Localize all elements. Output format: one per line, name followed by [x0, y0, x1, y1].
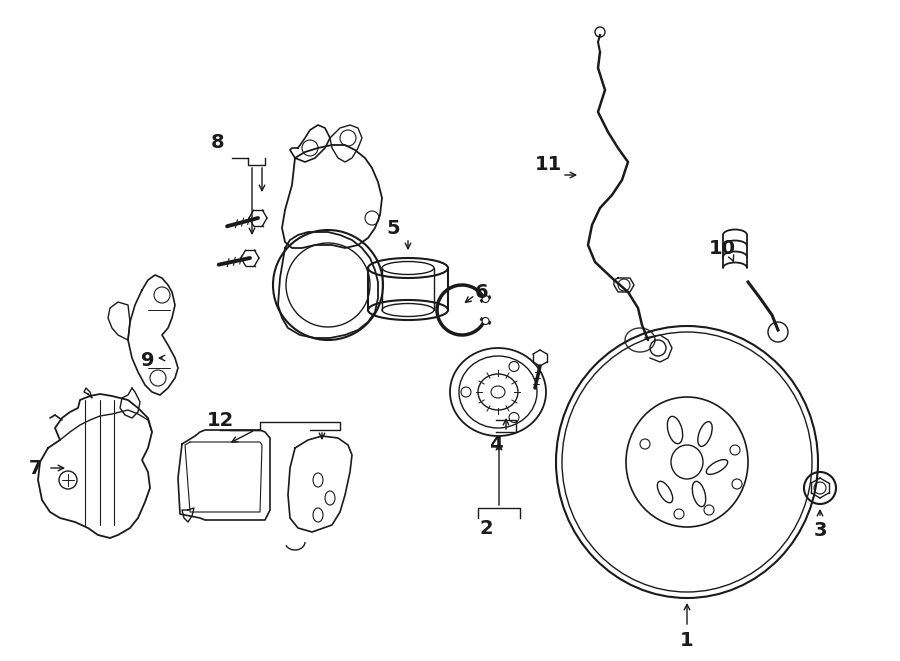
Text: 1: 1 — [680, 631, 694, 650]
Circle shape — [482, 317, 489, 325]
Text: 2: 2 — [479, 518, 493, 537]
Text: 11: 11 — [535, 155, 562, 175]
Text: 9: 9 — [141, 350, 155, 369]
Text: 8: 8 — [212, 132, 225, 151]
Text: 7: 7 — [28, 459, 41, 477]
Text: 10: 10 — [708, 239, 735, 258]
Text: 3: 3 — [814, 522, 827, 541]
Circle shape — [482, 295, 489, 303]
Text: 5: 5 — [386, 219, 400, 237]
Text: 6: 6 — [475, 282, 489, 301]
Text: 12: 12 — [206, 410, 234, 430]
Text: 4: 4 — [490, 436, 503, 455]
